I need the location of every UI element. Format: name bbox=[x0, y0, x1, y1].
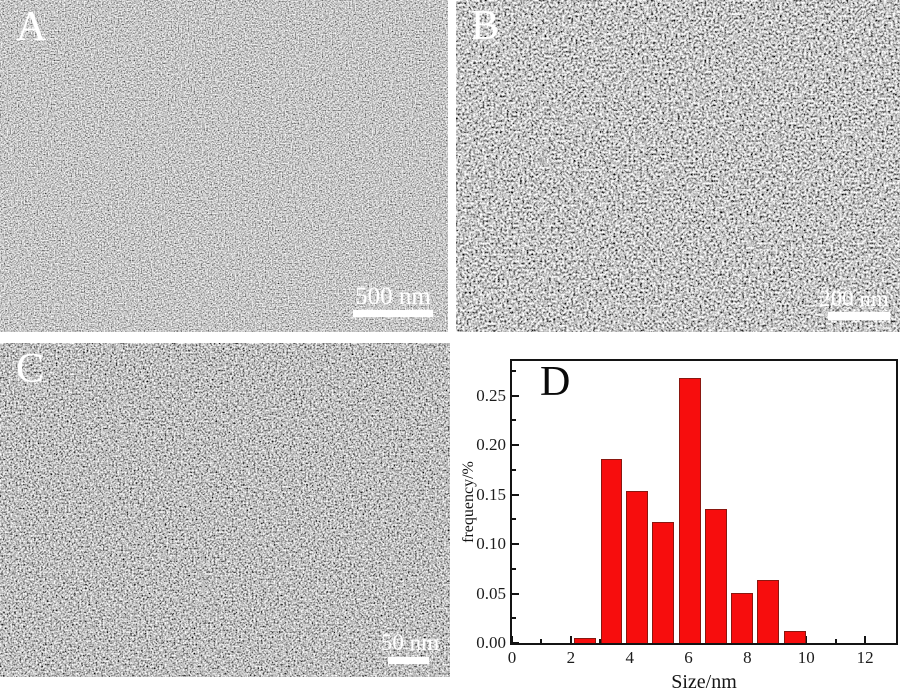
y-axis-minor-tick bbox=[512, 419, 516, 422]
x-axis-tick bbox=[569, 636, 572, 643]
x-tick-label: 10 bbox=[797, 648, 815, 667]
tem-panel-b: B 200 nm bbox=[456, 0, 900, 332]
tem-panel-c: C 50 nm bbox=[0, 343, 450, 677]
x-axis-tick bbox=[805, 636, 808, 643]
histogram-bar bbox=[757, 579, 780, 643]
x-axis-tick bbox=[511, 636, 513, 643]
scalebar-line-c bbox=[388, 657, 429, 664]
scalebar-text-b: 200 nm bbox=[819, 286, 889, 311]
y-tick-label: 0.00 bbox=[476, 633, 506, 652]
y-tick-label: 0.15 bbox=[476, 484, 506, 504]
panel-label-d: D bbox=[540, 359, 571, 405]
panel-label-b: B bbox=[471, 3, 500, 49]
x-tick-label: 8 bbox=[743, 648, 752, 667]
panel-label-a: A bbox=[16, 4, 47, 50]
y-axis-minor-tick bbox=[512, 567, 516, 570]
histogram-bar bbox=[574, 638, 597, 643]
x-axis-tick bbox=[864, 636, 867, 643]
scalebar-text-a: 500 nm bbox=[355, 283, 431, 310]
panel-label-c: C bbox=[16, 346, 45, 392]
histogram-plot bbox=[510, 359, 898, 645]
tem-micrograph-a bbox=[0, 0, 448, 332]
x-tick-label: 12 bbox=[856, 648, 874, 667]
y-axis-tick bbox=[512, 493, 519, 496]
y-tick-label: 0.20 bbox=[476, 435, 506, 455]
x-tick-label: 6 bbox=[684, 648, 693, 667]
histogram-bar bbox=[730, 592, 753, 643]
histogram-bar bbox=[705, 509, 727, 643]
tem-micrograph-c bbox=[0, 343, 450, 677]
y-axis-minor-tick bbox=[512, 518, 516, 521]
y-axis-minor-tick bbox=[512, 468, 516, 471]
histogram-bar bbox=[600, 458, 623, 643]
y-tick-label: 0.05 bbox=[476, 583, 506, 603]
y-tick-label: 0.25 bbox=[476, 385, 506, 405]
y-axis-minor-tick bbox=[512, 369, 516, 372]
scalebar-line-b bbox=[828, 312, 890, 320]
x-tick-label: 4 bbox=[625, 648, 634, 667]
y-tick-label: 0.10 bbox=[476, 534, 506, 554]
scalebar-line-a bbox=[353, 310, 433, 317]
scalebar-text-c: 50 nm bbox=[380, 630, 440, 655]
histogram-bar bbox=[652, 522, 674, 643]
y-axis-minor-tick bbox=[512, 617, 516, 620]
y-axis-tick bbox=[512, 642, 519, 644]
y-axis-tick bbox=[512, 444, 519, 447]
x-tick-label: 0 bbox=[507, 648, 517, 667]
tem-micrograph-b bbox=[456, 0, 900, 332]
x-axis-minor-tick bbox=[540, 639, 543, 643]
histogram-bar bbox=[626, 490, 649, 643]
y-axis-tick bbox=[512, 543, 519, 546]
histogram-panel-d: D Size/nm frequency/% 0 2 4 6 8 10 12 0.00 0.05 0… bbox=[455, 345, 900, 699]
y-axis-tick bbox=[512, 592, 519, 595]
x-axis-minor-tick bbox=[834, 639, 837, 643]
histogram-bar bbox=[783, 631, 806, 643]
tem-panel-a: A 500 nm bbox=[0, 0, 448, 332]
x-axis-minor-tick bbox=[599, 639, 602, 643]
x-axis-title: Size/nm bbox=[671, 671, 737, 693]
histogram-bar bbox=[678, 377, 701, 643]
y-axis-tick bbox=[512, 394, 519, 397]
x-tick-label: 2 bbox=[566, 648, 576, 667]
